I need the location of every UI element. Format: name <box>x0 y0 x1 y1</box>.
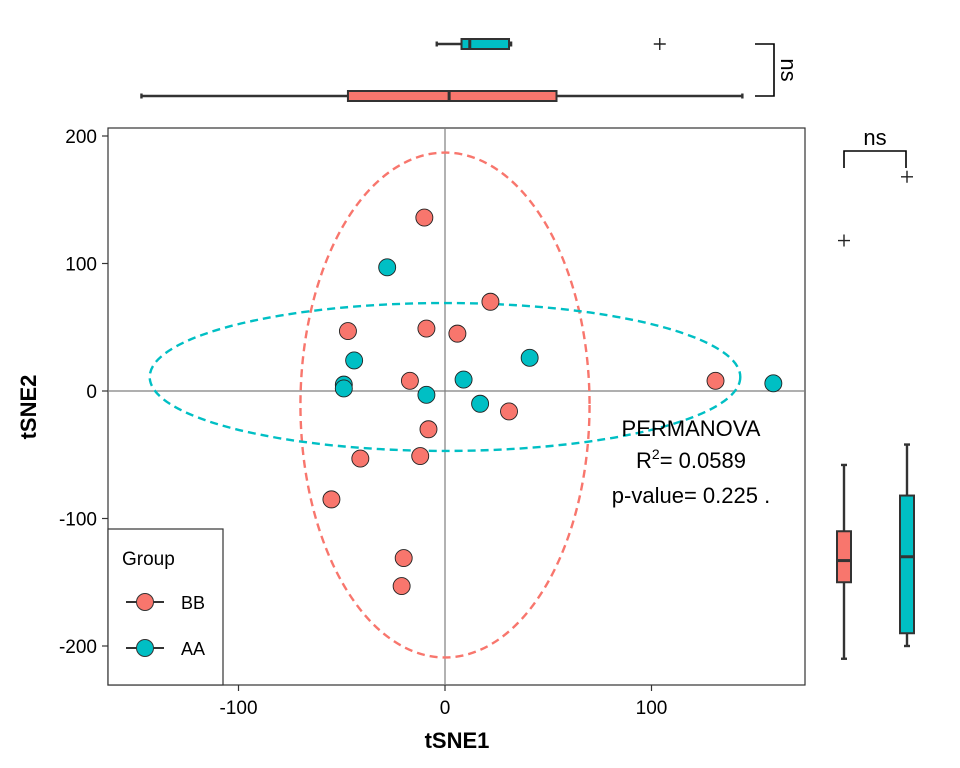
right-box-aa <box>899 494 915 635</box>
x-tick-label: 100 <box>636 698 668 719</box>
legend-title: Group <box>122 549 175 570</box>
x-axis-ticks: -100 0 100 <box>219 685 667 719</box>
y-axis-title: tSNE2 <box>16 375 41 440</box>
right-marginal-boxplot <box>836 170 915 660</box>
legend-key-bb <box>136 593 154 611</box>
y-tick-label: -100 <box>59 510 97 531</box>
y-axis-ticks: -200 -100 0 100 200 <box>59 127 108 658</box>
point-aa <box>454 370 473 389</box>
point-bb <box>351 449 370 468</box>
point-aa <box>764 374 783 393</box>
legend-box <box>107 528 224 686</box>
right-outlier-aa <box>901 170 913 183</box>
annotation-r-superscript: 2 <box>652 446 660 462</box>
point-aa <box>378 258 397 277</box>
point-bb <box>392 577 411 596</box>
annotation-r-symbol: R <box>636 448 652 473</box>
point-bb <box>394 549 413 567</box>
point-aa <box>520 348 539 367</box>
legend-key-aa <box>136 639 154 657</box>
right-bracket-line <box>843 150 907 168</box>
legend-label-bb: BB <box>181 593 205 613</box>
top-bracket-line <box>755 43 775 97</box>
y-tick-label: -200 <box>59 637 97 658</box>
x-tick-label: 0 <box>440 698 451 719</box>
plot-area <box>107 127 806 686</box>
x-tick-label: -100 <box>219 698 257 719</box>
y-tick-label: 0 <box>86 382 97 403</box>
point-bb <box>417 319 436 338</box>
point-bb <box>481 292 500 311</box>
point-bb <box>400 371 419 390</box>
point-aa <box>417 385 436 404</box>
y-tick-label: 200 <box>65 127 97 148</box>
main-scatter-panel <box>107 127 806 686</box>
right-box-bb <box>836 530 852 584</box>
permanova-annotation: PERMANOVA R2= 0.0589 p-value= 0.225 . <box>612 416 770 508</box>
point-bb <box>500 402 518 421</box>
point-bb <box>322 490 341 509</box>
ellipse-aa <box>148 301 742 453</box>
annotation-r2: R2= 0.0589 <box>636 446 746 473</box>
top-outlier-aa <box>653 38 666 50</box>
x-axis-title: tSNE1 <box>425 728 490 753</box>
ellipse-bb <box>299 151 591 659</box>
right-significance-bracket: ns <box>843 125 907 168</box>
point-bb <box>411 447 430 465</box>
annotation-pvalue: p-value= 0.225 . <box>612 483 770 508</box>
point-bb <box>448 324 467 343</box>
point-aa <box>345 351 364 370</box>
y-tick-label: 100 <box>65 255 97 276</box>
scatter-points <box>322 208 783 596</box>
top-box-bb <box>346 90 558 102</box>
point-bb <box>706 371 725 390</box>
point-aa <box>471 394 490 413</box>
confidence-ellipses <box>148 151 742 659</box>
top-ns-label: ns <box>776 58 801 81</box>
legend: Group BB AA <box>107 528 224 686</box>
annotation-title: PERMANOVA <box>622 416 761 441</box>
annotation-r2-value: = 0.0589 <box>660 448 746 473</box>
right-ns-label: ns <box>863 125 886 150</box>
right-outlier-bb <box>838 234 850 247</box>
top-marginal-boxplot <box>140 38 744 102</box>
point-bb <box>338 322 357 341</box>
legend-label-aa: AA <box>181 639 205 659</box>
top-box-aa <box>460 38 511 50</box>
top-significance-bracket: ns <box>755 43 801 97</box>
point-bb <box>419 420 438 439</box>
point-bb <box>415 208 434 227</box>
point-aa <box>334 379 353 398</box>
